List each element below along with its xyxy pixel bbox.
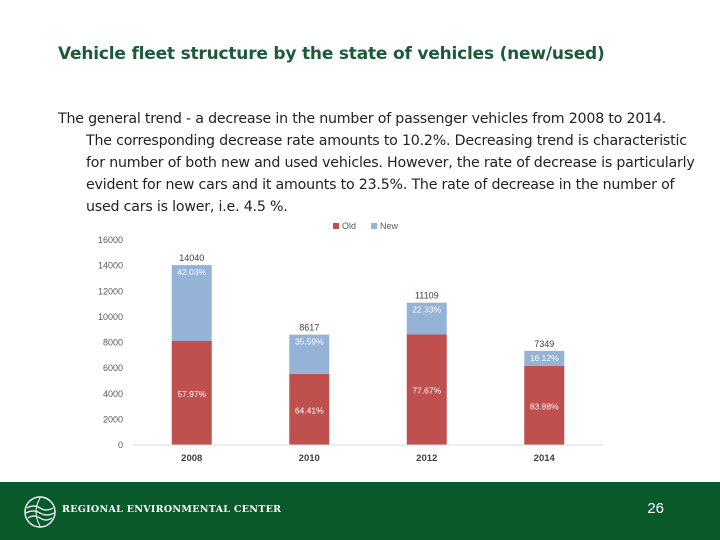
bar-old-2008 [171, 340, 212, 445]
data-label: 64.41% [295, 405, 324, 415]
data-label: 77.67% [412, 386, 441, 396]
total-label: 8617 [299, 323, 319, 333]
data-label: 22.33% [412, 305, 441, 315]
total-label: 11109 [415, 291, 439, 301]
y-tick-label: 16000 [98, 235, 123, 245]
total-label: 7349 [534, 339, 554, 349]
x-tick-label: 2014 [534, 453, 556, 464]
footer-bar: REGIONAL ENVIRONMENTAL CENTER 26 [0, 482, 720, 540]
total-label: 14040 [179, 253, 204, 263]
x-tick-label: 2008 [181, 453, 202, 464]
y-tick-label: 2000 [103, 414, 123, 424]
page-number: 26 [647, 500, 664, 517]
y-tick-label: 14000 [98, 261, 123, 271]
y-tick-label: 12000 [98, 286, 123, 296]
slide-body-text: The general trend - a decrease in the nu… [58, 111, 695, 215]
bar-new-2012 [406, 302, 447, 335]
bar-old-2014 [524, 366, 565, 445]
data-label: 16.12% [530, 353, 559, 363]
organization-name: REGIONAL ENVIRONMENTAL CENTER [62, 504, 282, 515]
data-label: 83.88% [530, 402, 559, 412]
bar-old-2010 [289, 373, 330, 445]
x-tick-label: 2010 [299, 453, 320, 464]
rec-globe-logo-icon [24, 496, 56, 528]
slide-title: Vehicle fleet structure by the state of … [58, 44, 605, 64]
stacked-bar-chart: 0 2000 4000 6000 8000 10000 12000 14000 16000 Old… [98, 221, 603, 464]
bar-new-2010 [289, 334, 330, 374]
chart-container: 0 2000 4000 6000 8000 10000 12000 14000 16000 Old… [83, 218, 617, 466]
bar-new-2008 [171, 265, 212, 341]
legend-swatch [371, 223, 377, 229]
y-tick-label: 8000 [103, 338, 123, 348]
y-tick-label: 10000 [98, 312, 123, 322]
y-tick-label: 4000 [103, 389, 123, 399]
bar-old-2012 [406, 334, 447, 445]
legend-label: New [380, 221, 399, 231]
data-label: 57.97% [177, 389, 206, 399]
data-label: 42.03% [177, 267, 206, 277]
x-tick-label: 2012 [416, 453, 437, 464]
y-tick-label: 6000 [103, 363, 123, 373]
y-tick-label: 0 [118, 440, 123, 450]
data-label: 35.59% [295, 337, 324, 347]
legend-swatch [333, 223, 339, 229]
legend-label: Old [342, 221, 356, 231]
bar-new-2014 [524, 350, 565, 367]
